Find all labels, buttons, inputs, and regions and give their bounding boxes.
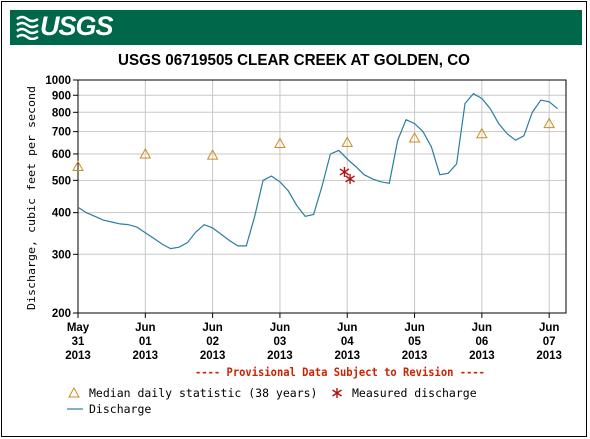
x-tick-label: Jun 06 2013 xyxy=(469,322,495,362)
x-tick-label: Jun 03 2013 xyxy=(267,322,293,362)
y-tick-label: 500 xyxy=(52,175,71,187)
x-tick-label: Jun 05 2013 xyxy=(402,322,428,362)
x-tick-label: Jun 01 2013 xyxy=(133,322,159,362)
usgs-banner: USGS xyxy=(10,10,582,45)
discharge-line xyxy=(78,92,558,250)
legend-label: Median daily statistic (38 years) xyxy=(89,386,317,400)
y-tick-label: 400 xyxy=(52,208,71,220)
series-layer xyxy=(72,92,558,250)
y-tick-label: 800 xyxy=(52,107,71,119)
legend-label: Discharge xyxy=(89,402,151,416)
usgs-logo-text: USGS xyxy=(40,11,114,41)
measured-marker xyxy=(345,173,355,184)
y-tick-label: 900 xyxy=(52,90,71,102)
y-tick-label: 200 xyxy=(52,308,71,320)
usgs-logo-icon xyxy=(16,15,39,40)
plot-border xyxy=(77,79,567,314)
median-marker xyxy=(476,127,488,139)
median-marker xyxy=(341,136,354,147)
legend-measured-icon xyxy=(332,388,342,398)
legend: Median daily statistic (38 years) Measure… xyxy=(67,386,477,416)
x-tick-label: May 31 2013 xyxy=(65,322,91,362)
median-marker xyxy=(139,147,152,159)
measured-marker xyxy=(339,166,350,177)
x-tick-label: Jun 04 2013 xyxy=(334,322,360,362)
median-marker xyxy=(206,149,219,160)
axes: 200 300 400 500 600 700 800 900 1000 May 31 2013 Jun… xyxy=(45,75,567,362)
provisional-note: ---- Provisional Data Subject to Revisio… xyxy=(195,365,485,379)
y-tick-label: 700 xyxy=(52,127,71,139)
x-tick-label: Jun 07 2013 xyxy=(536,322,562,362)
grid-lines xyxy=(77,79,566,314)
y-tick-label: 1000 xyxy=(45,75,71,87)
median-marker xyxy=(274,137,286,148)
chart-title: USGS 06719505 CLEAR CREEK AT GOLDEN, CO xyxy=(118,52,470,69)
x-tick-label: Jun 02 2013 xyxy=(200,322,226,362)
median-marker xyxy=(408,131,421,143)
y-tick-label: 300 xyxy=(52,249,71,261)
median-marker xyxy=(72,160,84,172)
legend-label: Measured discharge xyxy=(352,386,477,400)
legend-median-icon xyxy=(68,386,80,398)
y-axis-label: Discharge, cubic feet per second xyxy=(25,86,38,310)
y-tick-label: 600 xyxy=(52,149,71,161)
median-marker xyxy=(543,117,556,129)
